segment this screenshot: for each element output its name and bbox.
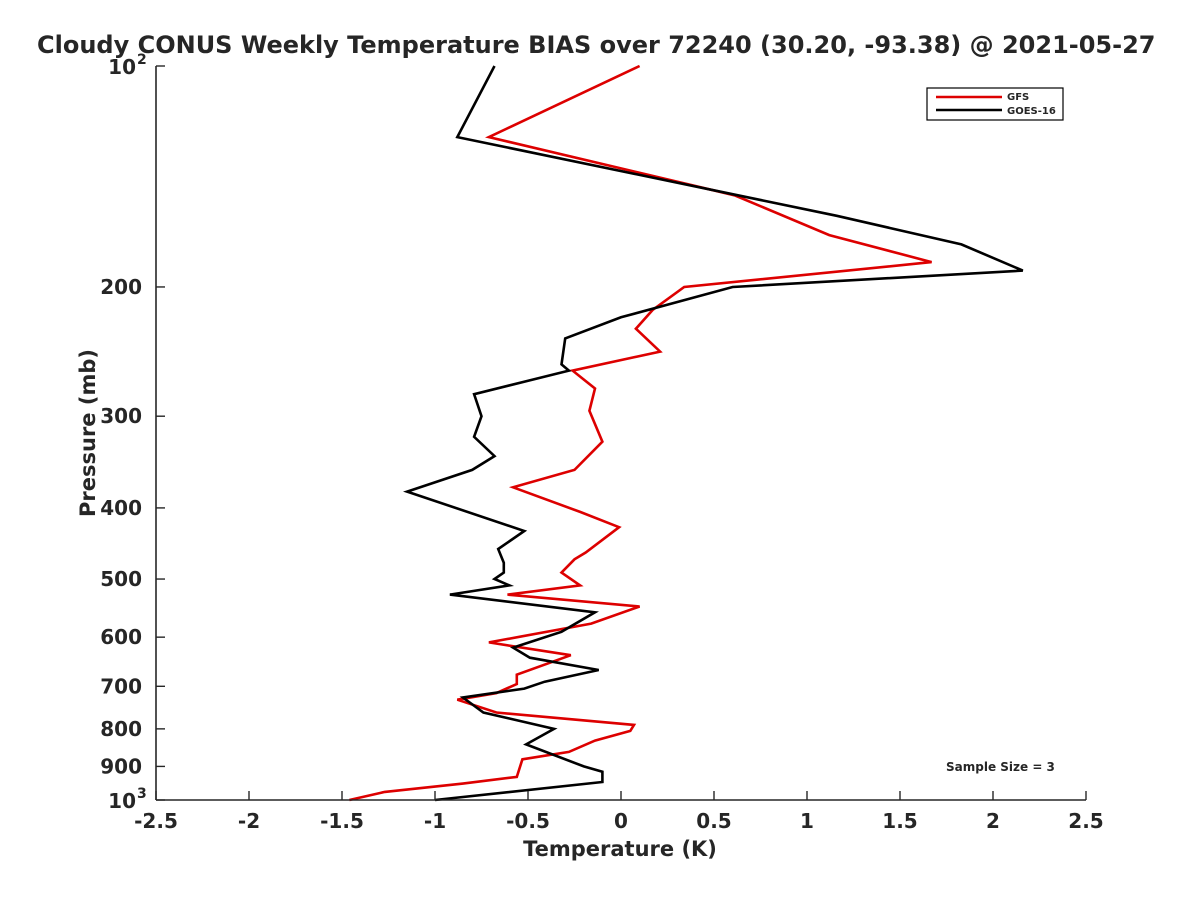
series-line-goes16 [403, 65, 1024, 802]
x-tick-label: -2.5 [134, 809, 178, 833]
x-tick-label: 2.5 [1068, 809, 1103, 833]
x-axis-label: Temperature (K) [523, 837, 717, 861]
x-tick-label: -0.5 [506, 809, 550, 833]
y-tick-label: 10 [108, 789, 136, 813]
legend-label-gfs: GFS [1007, 92, 1029, 103]
x-tick-label: -2 [238, 809, 260, 833]
y-tick-label: 10 [108, 55, 136, 79]
legend-label-goes16: GOES-16 [1007, 106, 1056, 117]
legend-box [926, 87, 1064, 121]
x-tick-label: 2 [986, 809, 1000, 833]
y-tick-exponent: 3 [137, 786, 147, 802]
x-tick-label: 0 [614, 809, 628, 833]
y-tick-label: 300 [100, 404, 142, 428]
y-tick-label: 700 [100, 674, 142, 698]
y-tick-exponent: 2 [137, 52, 147, 68]
series-line-gfs [349, 64, 932, 802]
legend: GFS GOES-16 [926, 87, 1064, 121]
y-tick-label: 600 [100, 625, 142, 649]
x-tick-label: 1 [800, 809, 814, 833]
x-tick-label: -1 [424, 809, 446, 833]
axes-layer: -2.5 -2 -1.5 -1 -0.5 0 0.5 1 1.5 2 2.510 2200300400… [100, 52, 1103, 833]
sample-size-annotation: Sample Size = 3 [946, 760, 1055, 774]
series-layer [349, 64, 1024, 802]
y-tick-label: 200 [100, 275, 142, 299]
x-tick-label: -1.5 [320, 809, 364, 833]
x-tick-label: 1.5 [882, 809, 917, 833]
x-tick-label: 0.5 [696, 809, 731, 833]
y-axis-label: Pressure (mb) [76, 349, 100, 517]
chart-title: Cloudy CONUS Weekly Temperature BIAS ove… [37, 31, 1155, 59]
y-tick-label: 500 [100, 567, 142, 591]
y-tick-label: 400 [100, 496, 142, 520]
y-tick-label: 900 [100, 754, 142, 778]
y-tick-label: 800 [100, 717, 142, 741]
